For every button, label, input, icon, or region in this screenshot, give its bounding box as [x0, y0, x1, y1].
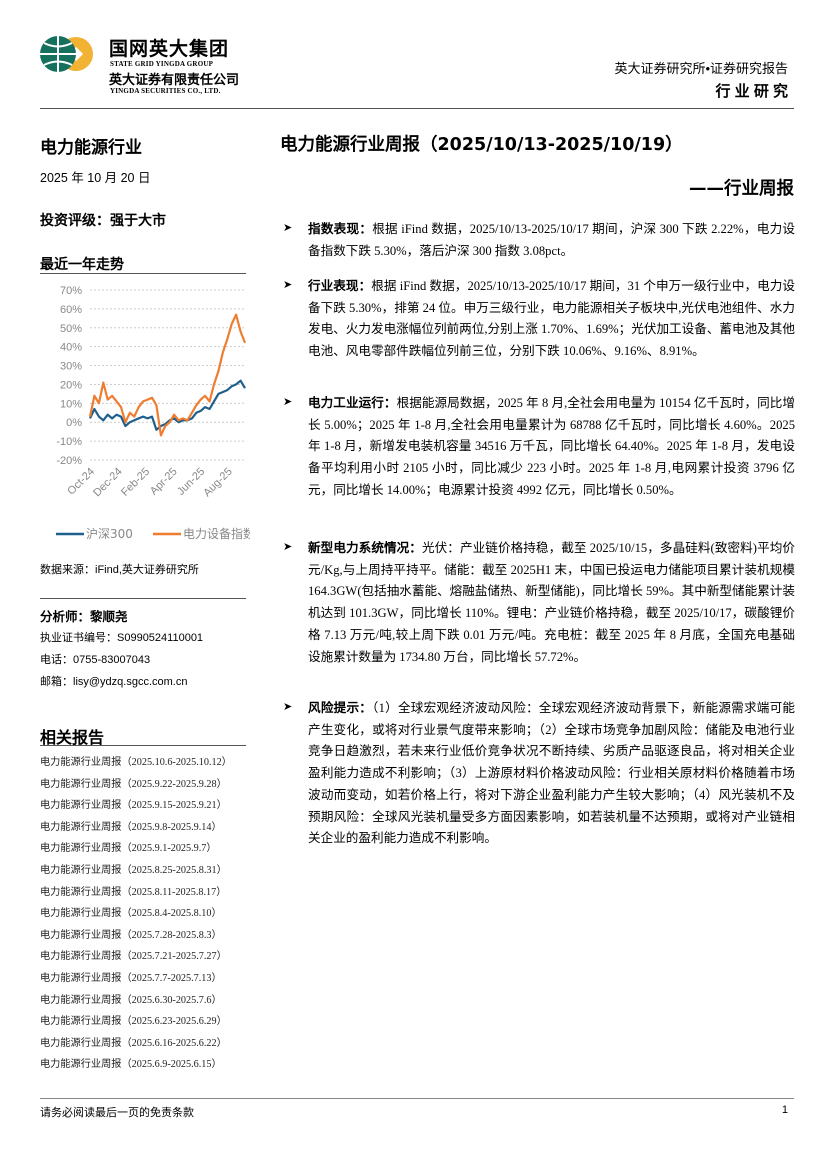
x-tick-label: Dec-24 [91, 466, 125, 500]
y-tick-label: 10% [60, 398, 82, 410]
disclaimer-note: 请务必阅读最后一页的免责条款 [40, 1107, 194, 1119]
summary-section: ➤ 指数表现：根据 iFind 数据，2025/10/13-2025/10/17 … [283, 218, 795, 262]
related-divider [40, 745, 246, 746]
x-tick-label: Feb-25 [119, 466, 152, 499]
x-tick-label: Apr-25 [148, 466, 180, 498]
arrow-bullet-icon: ➤ [283, 541, 293, 553]
legend-label: 电力设备指数 [183, 526, 250, 541]
related-reports-list: 电力能源行业周报（2025.10.6-2025.10.12） 电力能源行业周报（2… [40, 752, 232, 1076]
section-body: （1）全球宏观经济波动风险：全球宏观经济波动背景下，新能源需求端可能产生变化，或… [308, 701, 796, 846]
trend-title: 最近一年走势 [40, 257, 124, 273]
section-heading: 风险提示： [308, 700, 373, 715]
y-tick-label: -10% [56, 436, 82, 448]
arrow-bullet-icon: ➤ [283, 279, 293, 291]
logo-name-cn: 国网英大集团 [109, 38, 230, 60]
analyst-name: 分析师：黎顺尧 [40, 609, 128, 624]
section-body: 光伏：产业链价格持稳，截至 2025/10/15，多晶硅料(致密料)平均价元/K… [308, 541, 795, 664]
analyst-license: 执业证书编号：S0990524110001 [40, 632, 204, 644]
y-tick-label: 0% [66, 417, 82, 429]
related-report-item[interactable]: 电力能源行业周报（2025.9.1-2025.9.7） [40, 843, 217, 855]
report-subtitle: ——行业周报 [689, 179, 794, 199]
state-grid-logo-icon [40, 36, 93, 72]
org-line: 英大证券研究所•证券研究报告 [614, 61, 788, 76]
related-report-item[interactable]: 电力能源行业周报（2025.8.25-2025.8.31） [40, 864, 227, 876]
x-tick-label: Aug-25 [201, 466, 235, 500]
analyst-phone: 电话：0755-83007043 [40, 654, 151, 666]
arrow-bullet-icon: ➤ [283, 701, 293, 713]
header-divider [40, 108, 794, 109]
section-body: 根据 iFind 数据，2025/10/13-2025/10/17 期间，31 … [308, 279, 796, 359]
legend-label: 沪深300 [86, 527, 133, 541]
y-tick-label: 30% [60, 361, 82, 373]
related-report-item[interactable]: 电力能源行业周报（2025.7.21-2025.7.27） [40, 951, 227, 963]
section-heading: 电力工业运行： [308, 395, 397, 410]
summary-section: ➤ 新型电力系统情况：光伏：产业链价格持稳，截至 2025/10/15，多晶硅料(… [283, 537, 795, 668]
report-date: 2025 年 10 月 20 日 [40, 171, 151, 185]
logo-name-en: STATE GRID YINGDA GROUP [110, 60, 214, 68]
section-heading: 新型电力系统情况： [308, 540, 422, 555]
analyst-divider [40, 598, 246, 599]
section-heading: 指数表现： [308, 221, 373, 236]
y-tick-label: -20% [56, 455, 82, 467]
related-report-item[interactable]: 电力能源行业周报（2025.10.6-2025.10.12） [40, 757, 232, 768]
arrow-bullet-icon: ➤ [283, 222, 293, 234]
y-tick-label: 60% [60, 304, 82, 316]
trend-divider [40, 273, 246, 274]
related-report-item[interactable]: 电力能源行业周报（2025.6.16-2025.6.22） [40, 1037, 227, 1049]
section-body: 根据能源局数据，2025 年 8 月,全社会用电量为 10154 亿千瓦时，同比… [308, 396, 796, 497]
company-name-cn: 英大证券有限责任公司 [109, 73, 240, 88]
page-number: 1 [781, 1104, 788, 1116]
related-report-item[interactable]: 电力能源行业周报（2025.6.23-2025.6.29） [40, 1016, 227, 1028]
investment-rating: 投资评级：强于大市 [40, 213, 166, 229]
section-body: 根据 iFind 数据，2025/10/13-2025/10/17 期间，沪深 … [308, 222, 796, 258]
industry-name: 电力能源行业 [40, 138, 142, 158]
summary-section: ➤ 行业表现：根据 iFind 数据，2025/10/13-2025/10/17 … [283, 275, 795, 363]
related-report-item[interactable]: 电力能源行业周报（2025.9.15-2025.9.21） [40, 800, 227, 812]
related-report-item[interactable]: 电力能源行业周报（2025.7.7-2025.7.13） [40, 972, 222, 984]
data-source: 数据来源：iFind,英大证券研究所 [40, 564, 199, 576]
related-report-item[interactable]: 电力能源行业周报（2025.9.8-2025.9.14） [40, 821, 222, 833]
y-tick-label: 70% [60, 285, 82, 297]
arrow-bullet-icon: ➤ [283, 396, 293, 408]
related-report-item[interactable]: 电力能源行业周报（2025.8.4-2025.8.10） [40, 908, 222, 920]
related-reports-title: 相关报告 [40, 728, 105, 747]
y-tick-label: 20% [60, 379, 82, 391]
report-category: 行 业 研 究 [715, 83, 788, 100]
report-title: 电力能源行业周报（2025/10/13-2025/10/19） [280, 135, 683, 155]
related-report-item[interactable]: 电力能源行业周报（2025.9.22-2025.9.28） [40, 778, 227, 790]
company-name-en: YINGDA SECURITIES CO., LTD. [110, 87, 221, 95]
related-report-item[interactable]: 电力能源行业周报（2025.7.28-2025.8.3） [40, 929, 222, 941]
related-report-item[interactable]: 电力能源行业周报（2025.8.11-2025.8.17） [40, 886, 227, 898]
summary-section: ➤ 风险提示：（1）全球宏观经济波动风险：全球宏观经济波动背景下，新能源需求端可能… [283, 697, 795, 850]
series-line-power-equipment [88, 313, 247, 437]
related-report-item[interactable]: 电力能源行业周报（2025.6.30-2025.7.6） [40, 994, 222, 1006]
footer-divider [40, 1098, 794, 1099]
related-report-item[interactable]: 电力能源行业周报（2025.6.9-2025.6.15） [40, 1059, 222, 1071]
section-heading: 行业表现： [308, 278, 372, 293]
y-tick-label: 40% [60, 342, 82, 354]
trend-chart: 70%60%50%40%30%20%10%0%-10%-20%Oct-24Dec… [56, 285, 250, 541]
summary-section: ➤ 电力工业运行：根据能源局数据，2025 年 8 月,全社会用电量为 10154… [283, 392, 795, 502]
series-line-hs300 [89, 379, 246, 431]
y-tick-label: 50% [60, 323, 82, 335]
analyst-email[interactable]: 邮箱：lisy@ydzq.sgcc.com.cn [40, 676, 188, 688]
